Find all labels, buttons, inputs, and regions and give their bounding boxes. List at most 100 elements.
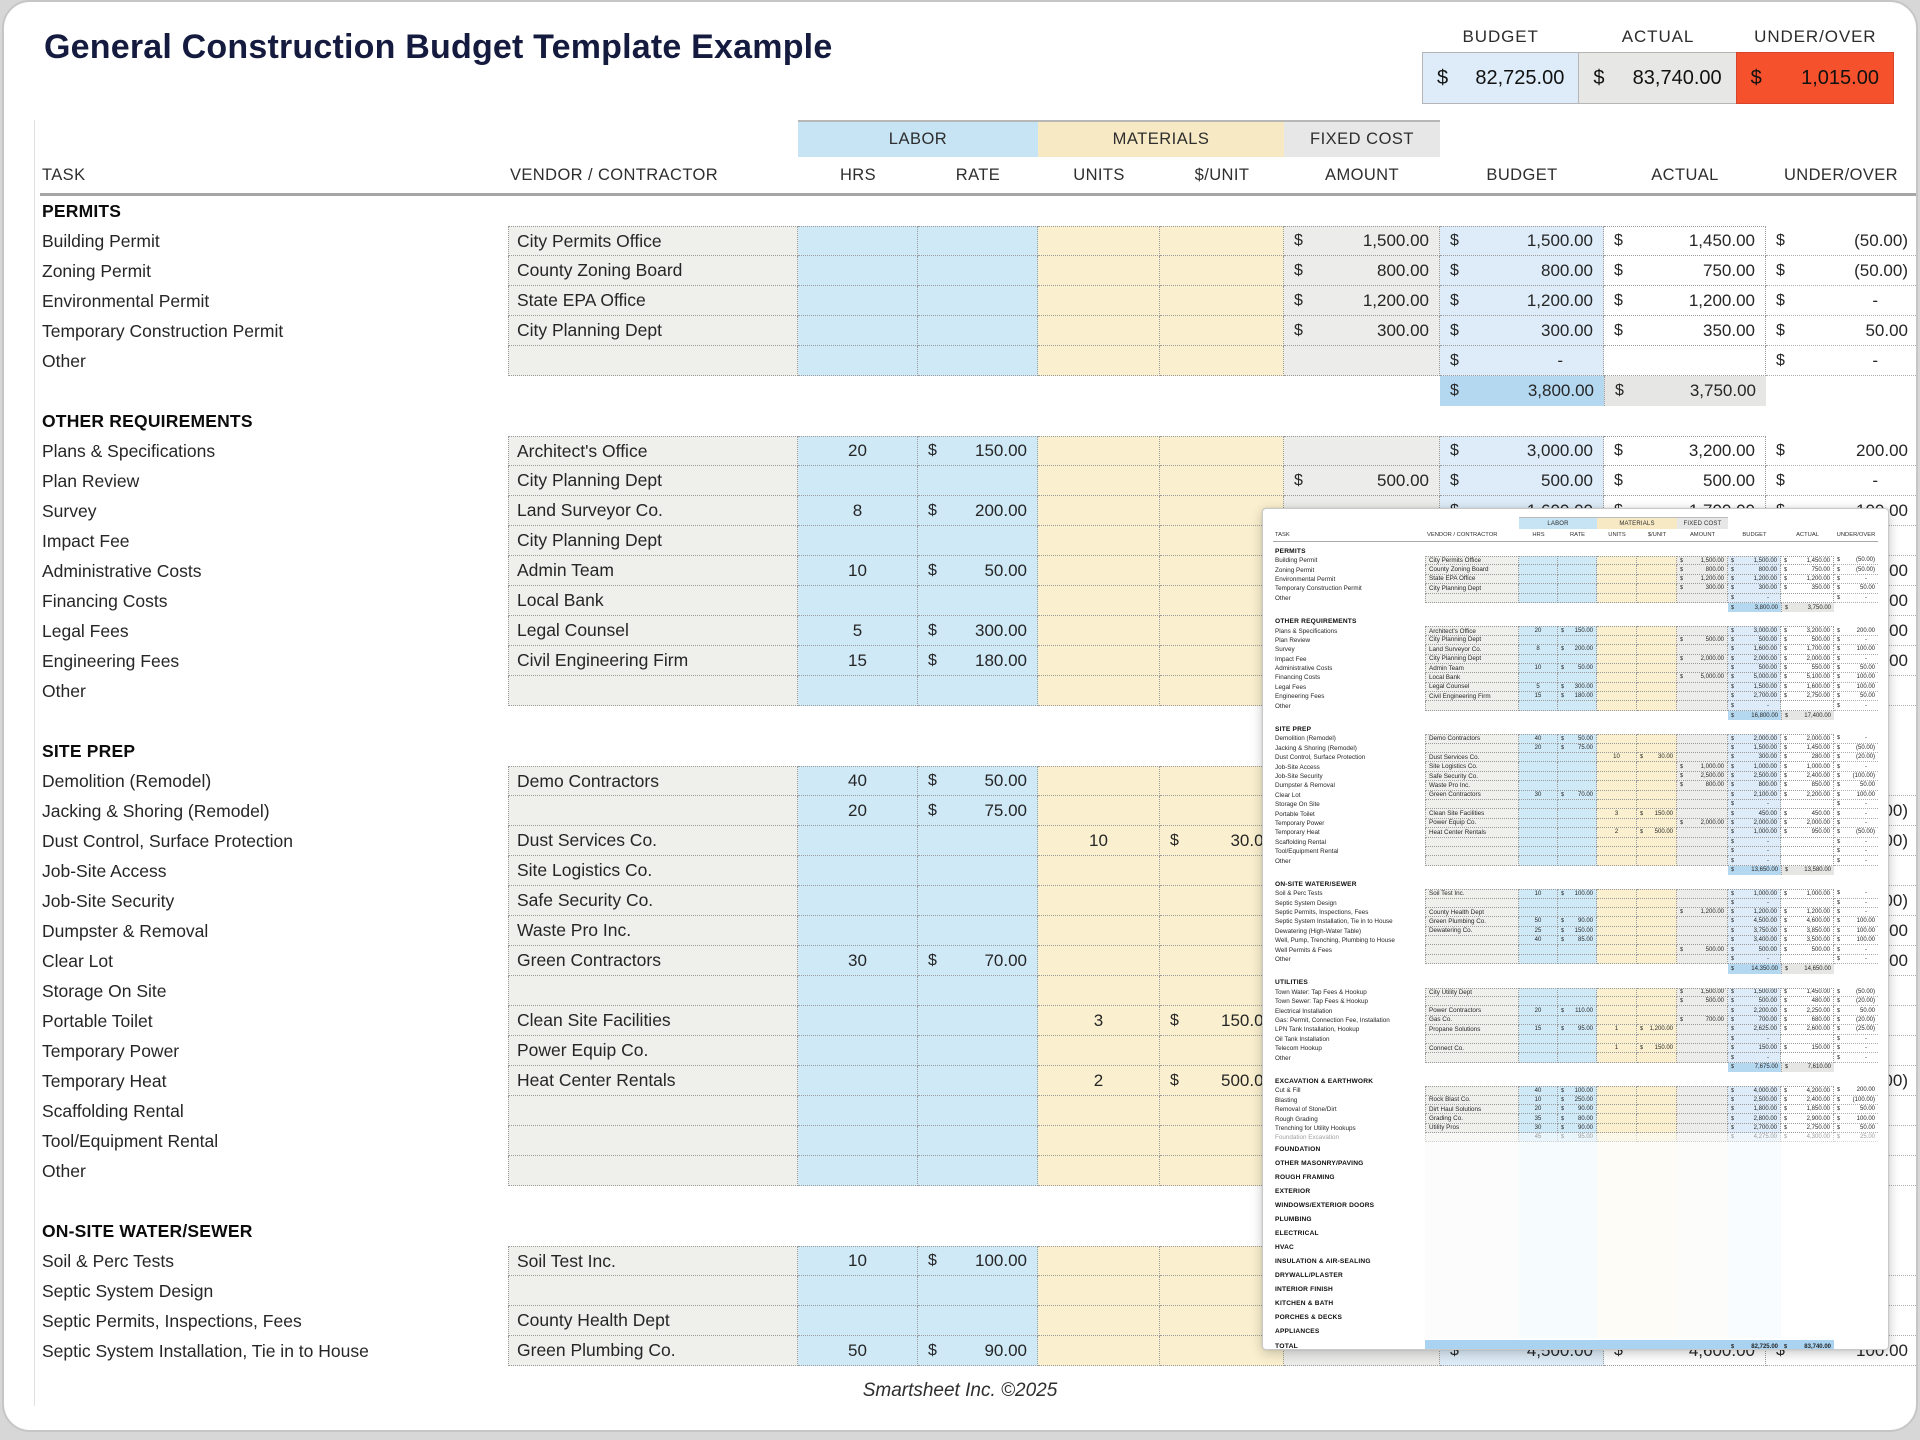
cell-unit-cost[interactable] xyxy=(1637,1123,1677,1134)
cell-amount[interactable] xyxy=(1677,663,1728,674)
cell-units[interactable] xyxy=(1597,574,1637,585)
cell-unit-cost[interactable] xyxy=(1637,846,1677,857)
cell-vendor[interactable]: Civil Engineering Firm xyxy=(508,646,798,676)
cell-actual[interactable] xyxy=(1781,837,1834,847)
cell-vendor[interactable]: Land Surveyor Co. xyxy=(1425,645,1519,655)
cell-budget[interactable]: $450.00 xyxy=(1728,809,1781,819)
cell-units[interactable] xyxy=(1038,616,1160,646)
cell-rate[interactable] xyxy=(1558,1015,1597,1026)
cell-hrs[interactable] xyxy=(798,346,918,376)
cell-units[interactable] xyxy=(1038,1096,1160,1126)
cell-units[interactable] xyxy=(1038,856,1160,886)
cell-amount[interactable] xyxy=(1677,846,1728,857)
cell-unit-cost[interactable] xyxy=(1637,663,1677,674)
cell-units[interactable] xyxy=(1597,1006,1637,1016)
cell-vendor[interactable]: State EPA Office xyxy=(508,286,798,316)
cell-units[interactable] xyxy=(1597,1123,1637,1134)
cell-units[interactable] xyxy=(1038,1036,1160,1066)
cell-actual[interactable]: $280.00 xyxy=(1781,753,1834,763)
cell-rate[interactable] xyxy=(918,286,1038,316)
cell-amount[interactable] xyxy=(1677,682,1728,693)
cell-units[interactable]: 2 xyxy=(1038,1066,1160,1096)
cell-rate[interactable] xyxy=(1558,828,1597,838)
cell-actual[interactable]: $1,450.00 xyxy=(1781,987,1834,998)
cell-units[interactable] xyxy=(1597,837,1637,847)
cell-actual[interactable]: $1,200.00 xyxy=(1781,907,1834,918)
cell-actual[interactable]: $750.00 xyxy=(1604,256,1766,286)
cell-rate[interactable]: $70.00 xyxy=(1558,790,1597,800)
cell-amount[interactable]: $800.00 xyxy=(1677,781,1728,791)
cell-hrs[interactable] xyxy=(1519,635,1558,646)
cell-units[interactable] xyxy=(1038,286,1160,316)
cell-vendor[interactable]: Green Contractors xyxy=(508,946,798,976)
cell-vendor[interactable]: County Zoning Board xyxy=(1425,565,1519,575)
cell-amount[interactable]: $500.00 xyxy=(1677,635,1728,646)
cell-units[interactable] xyxy=(1038,1156,1160,1186)
cell-budget[interactable]: $3,000.00 xyxy=(1728,626,1781,636)
cell-vendor[interactable] xyxy=(508,1156,798,1186)
cell-under-over[interactable]: $50.00 xyxy=(1834,664,1878,674)
cell-amount[interactable] xyxy=(1677,856,1728,866)
cell-vendor[interactable]: Green Contractors xyxy=(1425,790,1519,800)
cell-rate[interactable]: $300.00 xyxy=(1558,682,1597,693)
cell-budget[interactable]: $- xyxy=(1728,954,1781,965)
cell-vendor[interactable]: State EPA Office xyxy=(1425,574,1519,585)
cell-hrs[interactable]: 20 xyxy=(1519,743,1558,754)
cell-unit-cost[interactable] xyxy=(1637,584,1677,594)
cell-vendor[interactable] xyxy=(1425,945,1519,955)
cell-amount[interactable]: $300.00 xyxy=(1677,584,1728,594)
cell-rate[interactable] xyxy=(1558,837,1597,847)
cell-units[interactable] xyxy=(1597,926,1637,937)
cell-amount[interactable] xyxy=(1677,645,1728,655)
cell-under-over[interactable]: $ (100.00) xyxy=(1834,772,1878,782)
cell-actual[interactable]: $2,600.00 xyxy=(1781,1025,1834,1035)
cell-hrs[interactable] xyxy=(1519,1043,1558,1054)
cell-hrs[interactable]: 50 xyxy=(1519,917,1558,927)
cell-actual[interactable] xyxy=(1781,954,1834,965)
cell-unit-cost[interactable] xyxy=(1637,856,1677,866)
cell-unit-cost[interactable] xyxy=(1637,1133,1677,1143)
cell-rate[interactable] xyxy=(918,1006,1038,1036)
cell-units[interactable] xyxy=(1038,526,1160,556)
cell-under-over[interactable]: $- xyxy=(1834,899,1878,908)
cell-units[interactable] xyxy=(1597,626,1637,636)
summary-budget-value[interactable]: $82,725.00 xyxy=(1422,52,1580,104)
cell-amount[interactable]: $300.00 xyxy=(1284,316,1440,346)
cell-hrs[interactable]: 10 xyxy=(1519,663,1558,674)
cell-units[interactable] xyxy=(1597,917,1637,927)
cell-units[interactable] xyxy=(1597,945,1637,955)
cell-unit-cost[interactable] xyxy=(1637,574,1677,585)
cell-budget[interactable]: $500.00 xyxy=(1728,663,1781,674)
cell-amount[interactable] xyxy=(1677,734,1728,744)
cell-units[interactable] xyxy=(1597,1034,1637,1044)
cell-budget[interactable]: $1,500.00 xyxy=(1728,556,1781,566)
cell-under-over[interactable]: $200.00 xyxy=(1834,626,1878,636)
cell-under-over[interactable]: $ (50.00) xyxy=(1834,565,1878,575)
cell-hrs[interactable] xyxy=(1519,753,1558,763)
cell-actual[interactable] xyxy=(1781,1053,1834,1063)
cell-amount[interactable]: $500.00 xyxy=(1677,945,1728,955)
cell-actual[interactable]: $150.00 xyxy=(1781,1043,1834,1054)
cell-hrs[interactable]: 20 xyxy=(1519,1006,1558,1016)
cell-vendor[interactable]: Legal Counsel xyxy=(508,616,798,646)
cell-units[interactable] xyxy=(1038,466,1160,496)
cell-unit-cost[interactable] xyxy=(1637,734,1677,744)
cell-under-over[interactable]: $ (20.00) xyxy=(1834,753,1878,763)
cell-unit-cost[interactable] xyxy=(1637,1095,1677,1105)
cell-unit-cost[interactable] xyxy=(1637,987,1677,998)
cell-amount[interactable] xyxy=(1677,809,1728,819)
cell-budget[interactable]: $1,200.00 xyxy=(1728,907,1781,918)
cell-under-over[interactable]: $- xyxy=(1834,838,1878,847)
cell-hrs[interactable] xyxy=(1519,898,1558,908)
cell-unit-cost[interactable] xyxy=(1637,818,1677,829)
cell-under-over[interactable]: $50.00 xyxy=(1834,1006,1878,1016)
cell-hrs[interactable] xyxy=(798,976,918,1006)
cell-budget[interactable]: $1,000.00 xyxy=(1728,762,1781,772)
cell-hrs[interactable]: 15 xyxy=(1519,692,1558,702)
cell-vendor[interactable] xyxy=(508,676,798,706)
cell-under-over[interactable]: $- xyxy=(1766,466,1916,496)
cell-rate[interactable]: $75.00 xyxy=(918,796,1038,826)
cell-hrs[interactable]: 5 xyxy=(1519,682,1558,693)
cell-actual[interactable] xyxy=(1781,799,1834,810)
cell-actual[interactable]: $850.00 xyxy=(1781,781,1834,791)
